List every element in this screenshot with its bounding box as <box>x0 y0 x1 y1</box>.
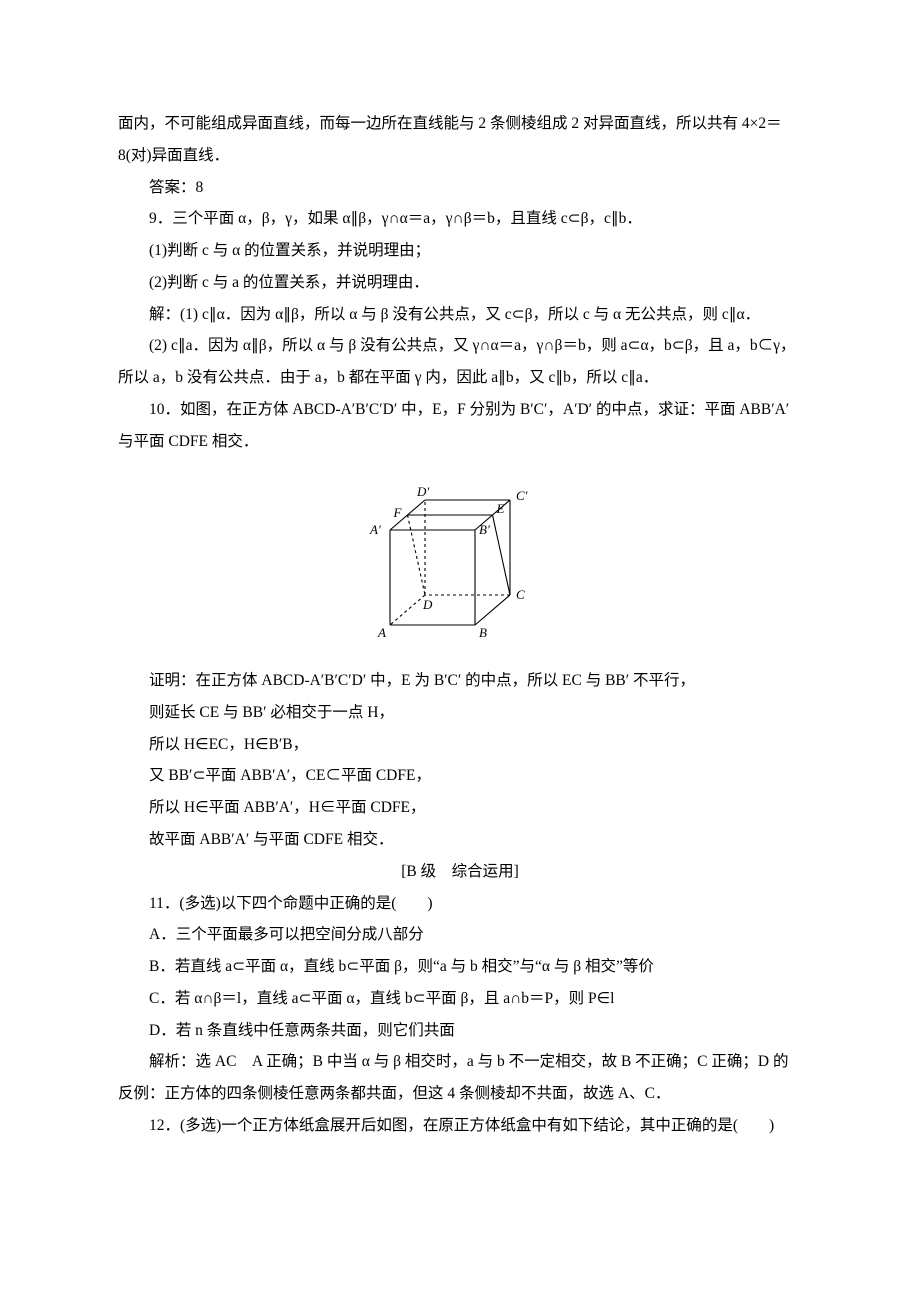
solution-9-part1: 解：(1) c∥α．因为 α∥β，所以 α 与 β 没有公共点，又 c⊂β，所以… <box>118 299 802 331</box>
proof-line-2: 则延长 CE 与 BB′ 必相交于一点 H， <box>118 697 802 729</box>
question-9: 9．三个平面 α，β，γ，如果 α∥β，γ∩α＝a，γ∩β＝b，且直线 c⊂β，… <box>118 203 802 235</box>
proof-line-3: 所以 H∈EC，H∈B′B， <box>118 729 802 761</box>
svg-text:E: E <box>496 501 505 516</box>
option-a: A．三个平面最多可以把空间分成八部分 <box>118 919 802 951</box>
svg-text:D′: D′ <box>416 484 429 499</box>
proof-line-4: 又 BB′⊂平面 ABB′A′，CE⊂平面 CDFE， <box>118 760 802 792</box>
proof-line-5: 所以 H∈平面 ABB′A′，H∈平面 CDFE， <box>118 792 802 824</box>
svg-text:B′: B′ <box>479 522 490 537</box>
analysis-11: 解析：选 AC A 正确；B 中当 α 与 β 相交时，a 与 b 不一定相交，… <box>118 1046 802 1110</box>
question-12: 12．(多选)一个正方体纸盒展开后如图，在原正方体纸盒中有如下结论，其中正确的是… <box>118 1110 802 1142</box>
question-9-part2: (2)判断 c 与 a 的位置关系，并说明理由． <box>118 267 802 299</box>
cube-svg: A B C D A′ B′ C′ D′ E F <box>360 465 560 645</box>
svg-text:A′: A′ <box>369 522 381 537</box>
svg-text:F: F <box>393 505 403 520</box>
paragraph-continuation: 面内，不可能组成异面直线，而每一边所在直线能与 2 条侧棱组成 2 对异面直线，… <box>118 108 802 172</box>
answer-line: 答案：8 <box>118 172 802 204</box>
proof-line-6: 故平面 ABB′A′ 与平面 CDFE 相交． <box>118 824 802 856</box>
cube-figure: A B C D A′ B′ C′ D′ E F <box>118 465 802 657</box>
proof-line-1: 证明：在正方体 ABCD-A′B′C′D′ 中，E 为 B′C′ 的中点，所以 … <box>118 665 802 697</box>
svg-text:C′: C′ <box>516 488 528 503</box>
option-d: D．若 n 条直线中任意两条共面，则它们共面 <box>118 1015 802 1047</box>
svg-text:A: A <box>377 625 386 640</box>
solution-9-part2: (2) c∥a．因为 α∥β，所以 α 与 β 没有公共点，又 γ∩α＝a，γ∩… <box>118 330 802 394</box>
svg-text:C: C <box>516 587 525 602</box>
section-b-header: [B 级 综合运用] <box>118 856 802 888</box>
option-b: B．若直线 a⊂平面 α，直线 b⊂平面 β，则“a 与 b 相交”与“α 与 … <box>118 951 802 983</box>
option-c: C．若 α∩β＝l，直线 a⊂平面 α，直线 b⊂平面 β，且 a∩b＝P，则 … <box>118 983 802 1015</box>
question-9-part1: (1)判断 c 与 α 的位置关系，并说明理由； <box>118 235 802 267</box>
svg-text:B: B <box>479 625 487 640</box>
page: 面内，不可能组成异面直线，而每一边所在直线能与 2 条侧棱组成 2 对异面直线，… <box>0 0 920 1302</box>
question-11: 11．(多选)以下四个命题中正确的是( ) <box>118 888 802 920</box>
question-10: 10．如图，在正方体 ABCD-A′B′C′D′ 中，E，F 分别为 B′C′，… <box>118 394 802 458</box>
svg-text:D: D <box>422 597 433 612</box>
